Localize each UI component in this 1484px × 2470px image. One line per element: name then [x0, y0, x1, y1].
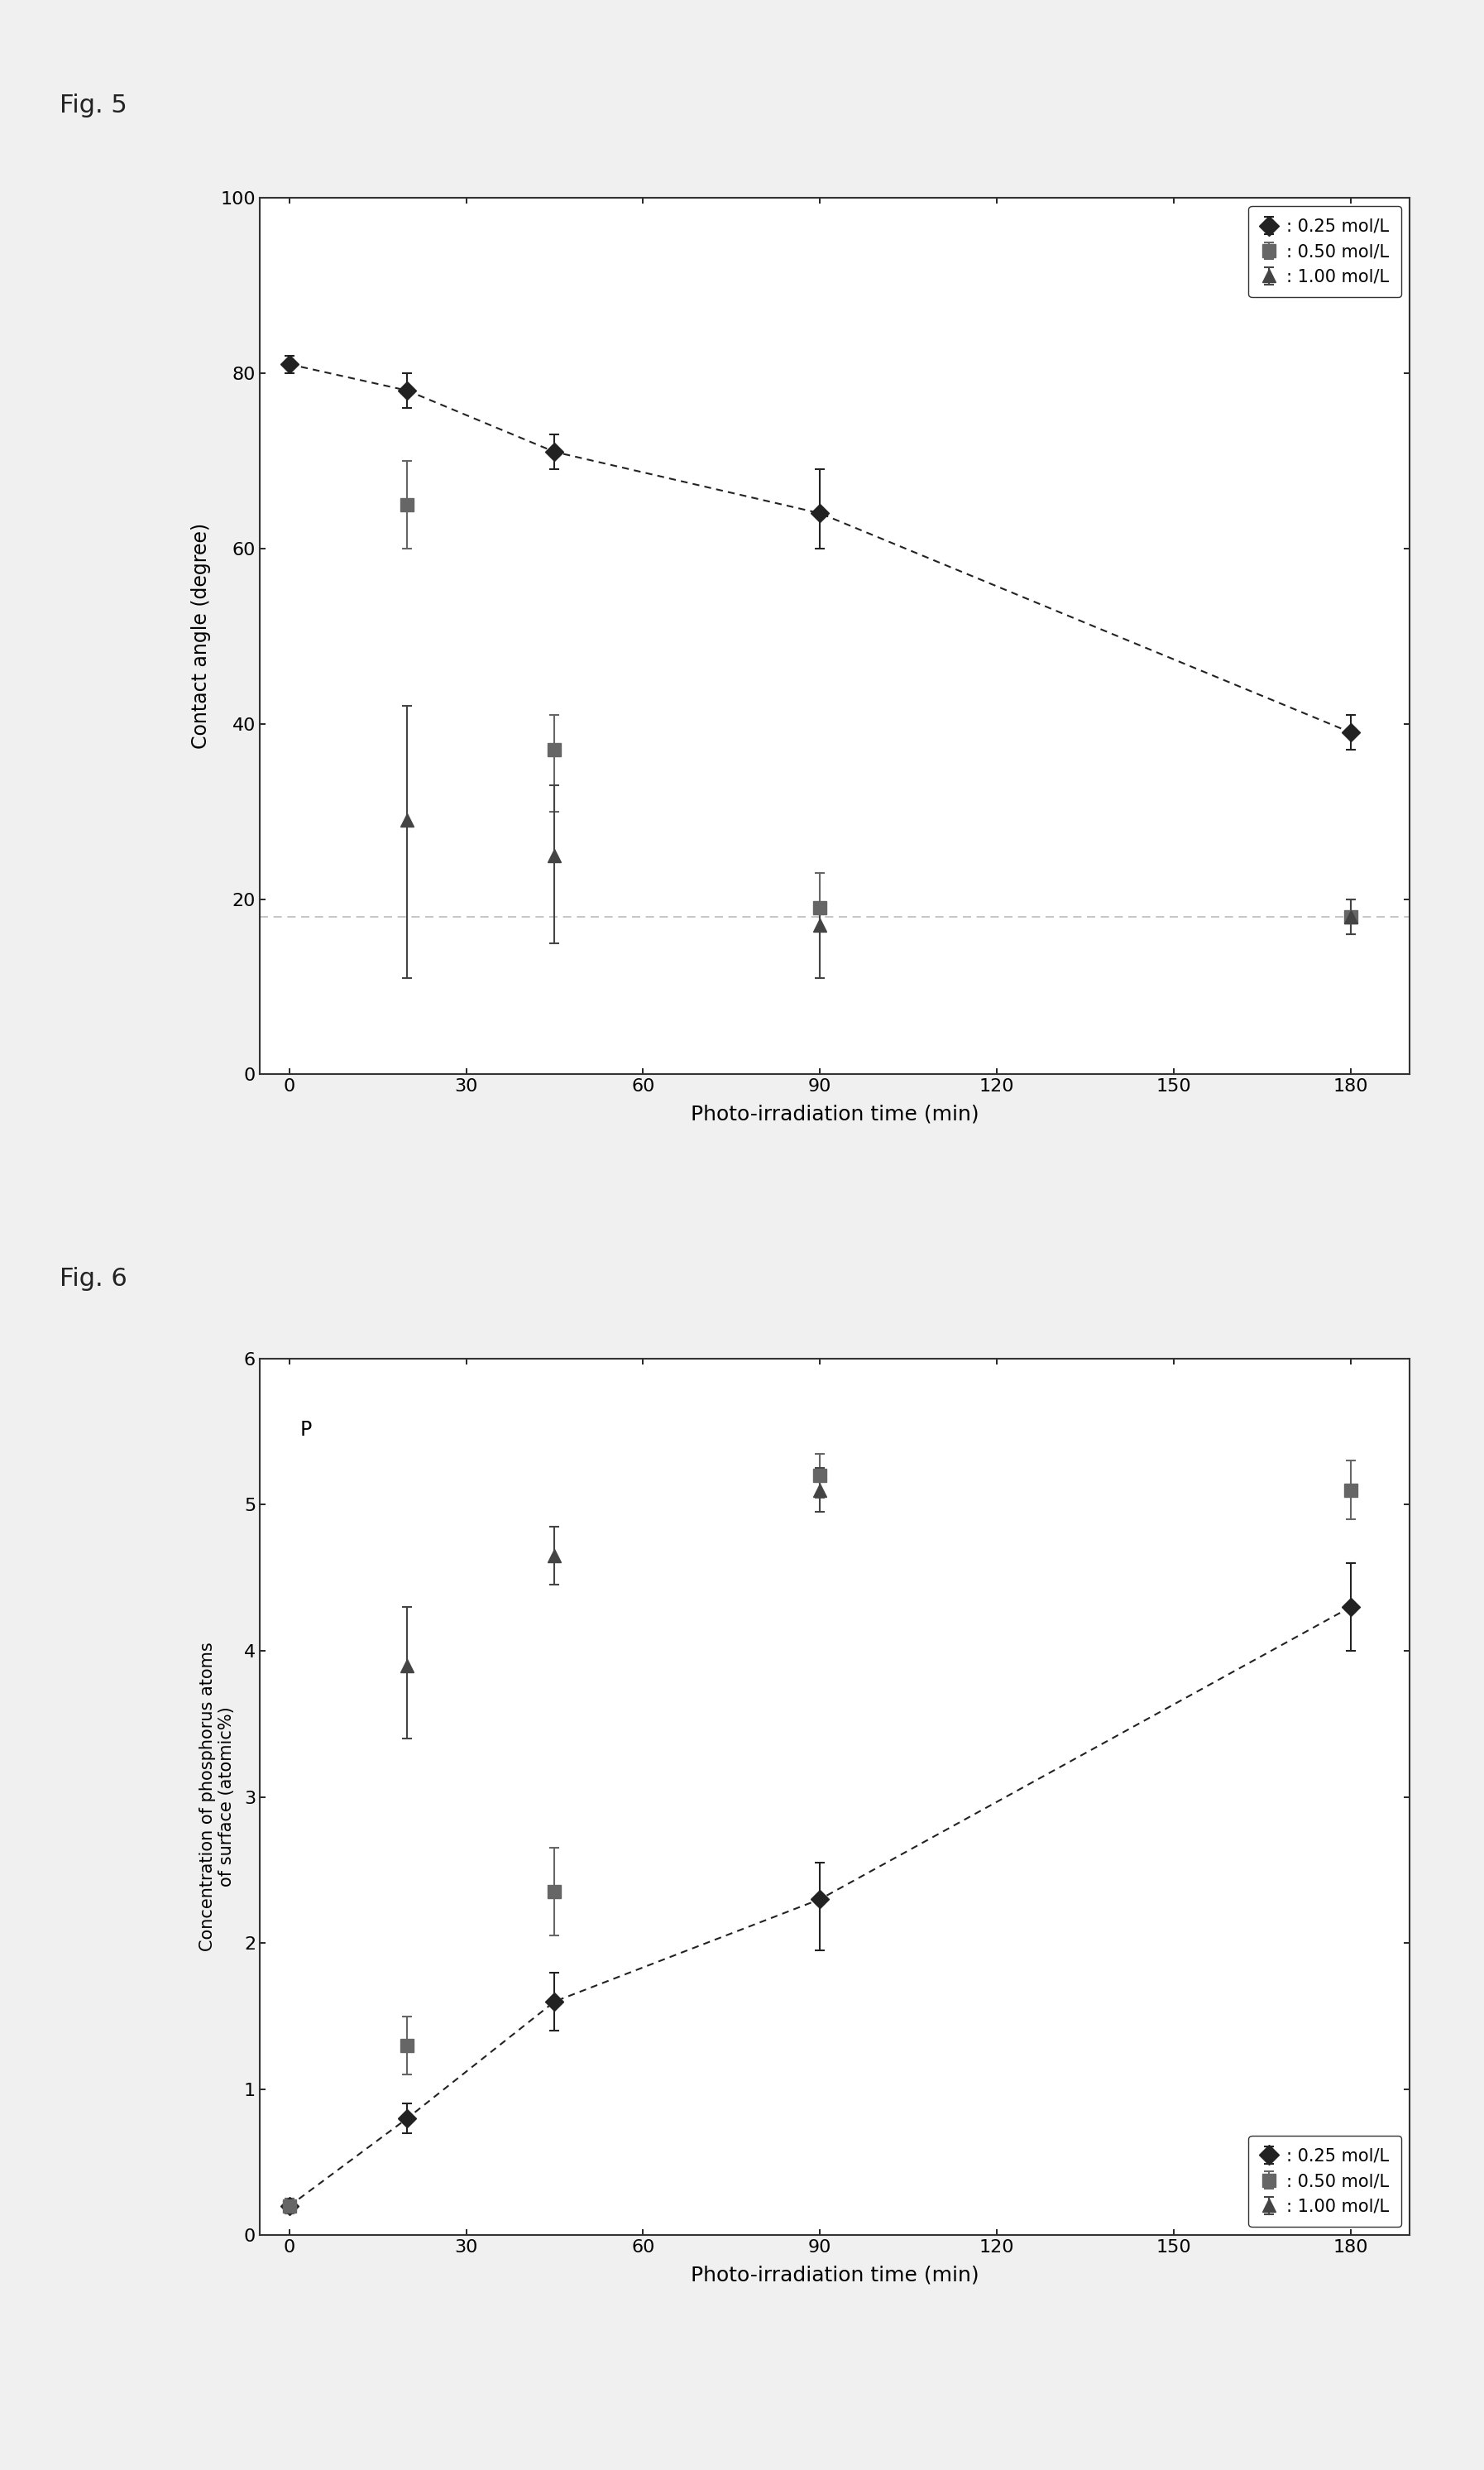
Text: Fig. 5: Fig. 5: [59, 94, 128, 119]
Legend: : 0.25 mol/L, : 0.50 mol/L, : 1.00 mol/L: : 0.25 mol/L, : 0.50 mol/L, : 1.00 mol/L: [1248, 2137, 1401, 2228]
Y-axis label: Concentration of phosphorus atoms
of surface (atomic%): Concentration of phosphorus atoms of sur…: [199, 1643, 234, 1951]
Text: P: P: [300, 1420, 312, 1440]
Legend: : 0.25 mol/L, : 0.50 mol/L, : 1.00 mol/L: : 0.25 mol/L, : 0.50 mol/L, : 1.00 mol/L: [1248, 205, 1401, 296]
X-axis label: Photo-irradiation time (min): Photo-irradiation time (min): [690, 1104, 979, 1124]
Y-axis label: Contact angle (degree): Contact angle (degree): [191, 524, 211, 748]
Text: Fig. 6: Fig. 6: [59, 1267, 128, 1292]
X-axis label: Photo-irradiation time (min): Photo-irradiation time (min): [690, 2265, 979, 2285]
